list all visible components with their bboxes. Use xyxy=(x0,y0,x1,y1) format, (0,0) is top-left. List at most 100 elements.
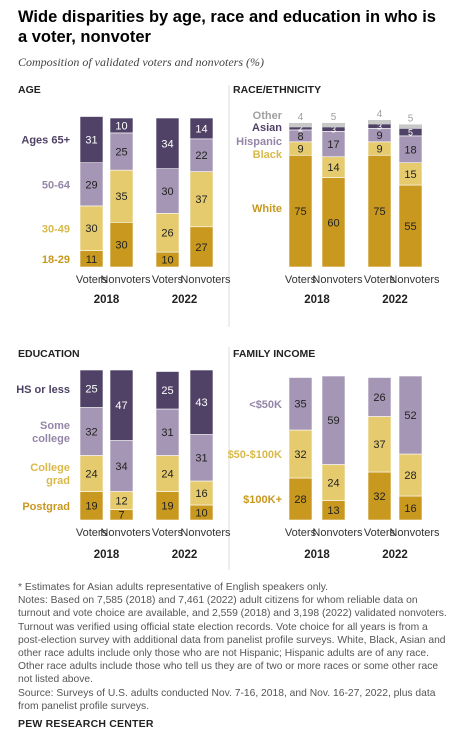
group-year-label: 2018 xyxy=(94,549,120,561)
bar-value-label: 34 xyxy=(161,138,173,150)
charts-canvas: AGE1130293130352510102630342737221418-29… xyxy=(0,0,459,580)
group-year-label: 2018 xyxy=(304,294,330,306)
bar-value-label: 13 xyxy=(327,505,339,517)
series-label: Other xyxy=(253,110,283,122)
bar-segment-other xyxy=(289,123,312,127)
bar-value-label: 35 xyxy=(115,191,127,203)
bar-value-label: 30 xyxy=(115,240,127,252)
column-label: Nonvoters xyxy=(312,527,363,539)
bar-value-label: 11 xyxy=(86,254,97,266)
bar-value-label: 28 xyxy=(404,470,416,482)
series-label: college xyxy=(32,433,70,445)
series-label: 50-64 xyxy=(42,179,71,191)
bar-segment-other xyxy=(322,123,345,127)
bar-value-label: 25 xyxy=(161,385,173,397)
bar-value-label: 60 xyxy=(327,217,339,229)
column-label: Nonvoters xyxy=(100,274,151,286)
series-label: Postgrad xyxy=(22,501,70,513)
bar-value-label: 24 xyxy=(85,468,97,480)
bar-value-label: 10 xyxy=(195,507,207,519)
bar-value-label: 47 xyxy=(115,400,127,412)
column-label: Nonvoters xyxy=(312,274,363,286)
series-label: Asian xyxy=(252,122,282,134)
column-label: Voters xyxy=(152,274,184,286)
bar-value-label: 24 xyxy=(327,477,339,489)
group-year-label: 2018 xyxy=(304,549,330,561)
series-label: 30-49 xyxy=(42,223,70,235)
series-label: <$50K xyxy=(249,399,282,411)
panel-title: FAMILY INCOME xyxy=(233,348,315,360)
group-year-label: 2022 xyxy=(172,294,198,306)
series-label: Some xyxy=(40,420,70,432)
column-label: Nonvoters xyxy=(389,274,440,286)
series-label: White xyxy=(252,203,282,215)
bar-value-label: 19 xyxy=(161,501,173,513)
bar-value-label: 10 xyxy=(161,255,173,267)
bar-value-label: 31 xyxy=(161,427,173,439)
group-year-label: 2018 xyxy=(94,294,120,306)
bar-value-label-other: 4 xyxy=(298,112,304,123)
bar-value-label: 31 xyxy=(195,453,207,465)
source-label: PEW RESEARCH CENTER xyxy=(18,718,154,730)
series-label: $100K+ xyxy=(243,494,282,506)
bar-value-label: 14 xyxy=(195,123,207,135)
bar-value-label: 10 xyxy=(115,120,127,132)
bar-value-label: 26 xyxy=(373,392,385,404)
notes-block: * Estimates for Asian adults representat… xyxy=(18,581,450,713)
bar-value-label: 29 xyxy=(85,179,97,191)
bar-value-label: 25 xyxy=(85,384,97,396)
chart-panel-education: EDUCATION 19 24 32 25 7 12 34 47 19 24 31 25 10 16 31 43… xyxy=(16,348,231,561)
series-label: grad xyxy=(46,475,70,487)
bar-value-label: 18 xyxy=(404,144,416,156)
bar-value-label: 25 xyxy=(115,146,127,158)
bar-value-label: 16 xyxy=(195,488,207,500)
bar-value-label-other: 5 xyxy=(408,113,414,124)
bar-value-label: 30 xyxy=(85,223,97,235)
bar-value-label: 9 xyxy=(376,144,382,156)
bar-value-label-other: 5 xyxy=(331,112,337,123)
bar-value-label: 9 xyxy=(376,130,382,142)
note-asterisk: * Estimates for Asian adults representat… xyxy=(18,581,450,594)
bar-value-label: 17 xyxy=(327,139,339,151)
bar-segment-other xyxy=(399,124,422,128)
bar-value-label: 19 xyxy=(85,501,97,513)
column-label: Voters xyxy=(152,527,184,539)
bar-value-label: 34 xyxy=(115,461,127,473)
bar-value-label: 35 xyxy=(294,399,306,411)
bar-value-label: 26 xyxy=(161,228,173,240)
series-label: 18-29 xyxy=(42,254,70,266)
bar-value-label: 9 xyxy=(297,144,303,156)
bar-value-label: 59 xyxy=(327,415,339,427)
note-source: Source: Surveys of U.S. adults conducted… xyxy=(18,687,450,713)
series-label: College xyxy=(30,462,70,474)
group-year-label: 2022 xyxy=(382,549,408,561)
panel-title: RACE/ETHNICITY xyxy=(233,84,321,96)
chart-panel-age: AGE 11 30 29 31 30 35 25 10 10 26 30 34 27 37 22 14 18-29… xyxy=(18,84,231,306)
series-label: Hispanic xyxy=(236,136,282,148)
bar-value-label: 32 xyxy=(85,426,97,438)
bar-value-label: 16 xyxy=(404,503,416,515)
panel-title: AGE xyxy=(18,84,41,96)
bar-value-label: 55 xyxy=(404,221,416,233)
column-label: Nonvoters xyxy=(100,527,151,539)
bar-value-label: 75 xyxy=(373,206,385,218)
bar-value-label: 32 xyxy=(373,491,385,503)
bar-value-label: 31 xyxy=(85,135,97,147)
series-label: HS or less xyxy=(16,384,70,396)
bar-value-label: 43 xyxy=(195,397,207,409)
bar-value-label: 30 xyxy=(161,186,173,198)
chart-panel-family-income: FAMILY INCOME283235132459323726162852$10… xyxy=(228,348,441,561)
bar-value-label: 75 xyxy=(294,206,306,218)
bar-value-label: 12 xyxy=(115,495,127,507)
bar-value-label: 24 xyxy=(161,468,173,480)
group-year-label: 2022 xyxy=(382,294,408,306)
series-label: Ages 65+ xyxy=(21,135,70,147)
bar-segment-other xyxy=(368,120,391,124)
bar-value-label: 15 xyxy=(404,169,416,181)
bar-value-label: 37 xyxy=(195,194,207,206)
column-label: Nonvoters xyxy=(180,527,231,539)
bar-value-label: 14 xyxy=(327,162,339,174)
bar-value-label: 5 xyxy=(408,127,413,137)
bar-value-label: 22 xyxy=(195,150,207,162)
group-year-label: 2022 xyxy=(172,549,198,561)
